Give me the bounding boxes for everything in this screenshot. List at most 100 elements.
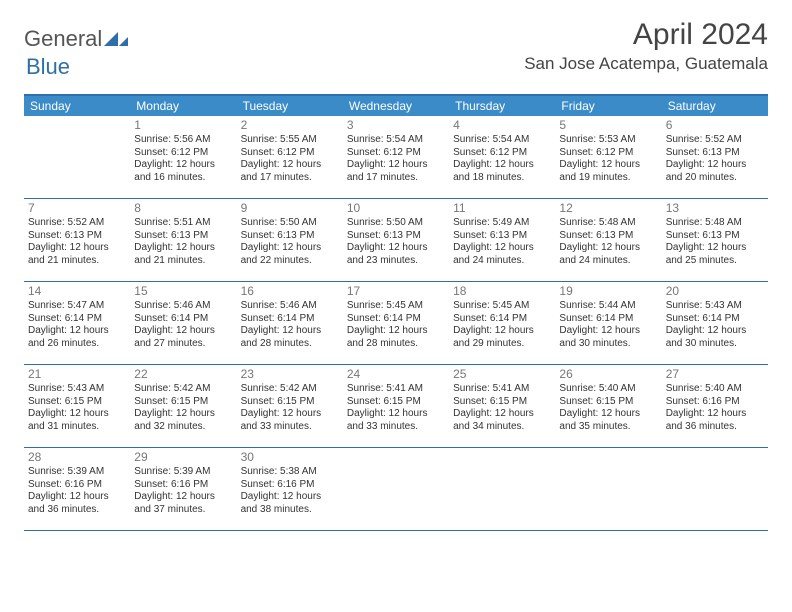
sunset-line: Sunset: 6:13 PM (666, 230, 764, 243)
sunset-line: Sunset: 6:15 PM (241, 396, 339, 409)
daylight-line: Daylight: 12 hours and 32 minutes. (134, 408, 232, 433)
day-number: 22 (134, 367, 232, 382)
day-cell: 11Sunrise: 5:49 AMSunset: 6:13 PMDayligh… (449, 199, 555, 281)
day-cell: 5Sunrise: 5:53 AMSunset: 6:12 PMDaylight… (555, 116, 661, 198)
sunrise-line: Sunrise: 5:49 AM (453, 217, 551, 230)
sunset-line: Sunset: 6:14 PM (666, 313, 764, 326)
day-number: 4 (453, 118, 551, 133)
daylight-line: Daylight: 12 hours and 25 minutes. (666, 242, 764, 267)
day-number: 21 (28, 367, 126, 382)
day-number: 14 (28, 284, 126, 299)
day-number: 1 (134, 118, 232, 133)
daylight-line: Daylight: 12 hours and 34 minutes. (453, 408, 551, 433)
daylight-line: Daylight: 12 hours and 30 minutes. (666, 325, 764, 350)
sunset-line: Sunset: 6:14 PM (134, 313, 232, 326)
day-number: 9 (241, 201, 339, 216)
day-cell: 7Sunrise: 5:52 AMSunset: 6:13 PMDaylight… (24, 199, 130, 281)
sunrise-line: Sunrise: 5:40 AM (666, 383, 764, 396)
sunrise-line: Sunrise: 5:43 AM (28, 383, 126, 396)
day-cell: 13Sunrise: 5:48 AMSunset: 6:13 PMDayligh… (662, 199, 768, 281)
daylight-line: Daylight: 12 hours and 22 minutes. (241, 242, 339, 267)
day-cell (24, 116, 130, 198)
day-number: 28 (28, 450, 126, 465)
daylight-line: Daylight: 12 hours and 27 minutes. (134, 325, 232, 350)
day-cell (449, 448, 555, 530)
day-cell (343, 448, 449, 530)
sunrise-line: Sunrise: 5:51 AM (134, 217, 232, 230)
day-cell: 2Sunrise: 5:55 AMSunset: 6:12 PMDaylight… (237, 116, 343, 198)
sunset-line: Sunset: 6:12 PM (347, 147, 445, 160)
sunset-line: Sunset: 6:13 PM (134, 230, 232, 243)
day-cell: 18Sunrise: 5:45 AMSunset: 6:14 PMDayligh… (449, 282, 555, 364)
sunset-line: Sunset: 6:15 PM (347, 396, 445, 409)
day-number: 17 (347, 284, 445, 299)
day-number: 27 (666, 367, 764, 382)
sunrise-line: Sunrise: 5:45 AM (347, 300, 445, 313)
logo-text-blue: Blue (26, 54, 70, 79)
logo-triangle-icon (104, 30, 128, 48)
day-number: 18 (453, 284, 551, 299)
daylight-line: Daylight: 12 hours and 18 minutes. (453, 159, 551, 184)
day-cell: 21Sunrise: 5:43 AMSunset: 6:15 PMDayligh… (24, 365, 130, 447)
daylight-line: Daylight: 12 hours and 21 minutes. (134, 242, 232, 267)
day-number: 6 (666, 118, 764, 133)
daylight-line: Daylight: 12 hours and 35 minutes. (559, 408, 657, 433)
day-number: 15 (134, 284, 232, 299)
sunset-line: Sunset: 6:14 PM (453, 313, 551, 326)
day-header: Friday (555, 96, 661, 116)
sunset-line: Sunset: 6:14 PM (28, 313, 126, 326)
month-title: April 2024 (524, 18, 768, 52)
day-cell: 20Sunrise: 5:43 AMSunset: 6:14 PMDayligh… (662, 282, 768, 364)
daylight-line: Daylight: 12 hours and 24 minutes. (559, 242, 657, 267)
sunset-line: Sunset: 6:14 PM (241, 313, 339, 326)
day-cell: 27Sunrise: 5:40 AMSunset: 6:16 PMDayligh… (662, 365, 768, 447)
daylight-line: Daylight: 12 hours and 23 minutes. (347, 242, 445, 267)
day-number: 26 (559, 367, 657, 382)
day-cell: 26Sunrise: 5:40 AMSunset: 6:15 PMDayligh… (555, 365, 661, 447)
day-cell: 23Sunrise: 5:42 AMSunset: 6:15 PMDayligh… (237, 365, 343, 447)
day-cell: 17Sunrise: 5:45 AMSunset: 6:14 PMDayligh… (343, 282, 449, 364)
day-header: Sunday (24, 96, 130, 116)
daylight-line: Daylight: 12 hours and 28 minutes. (241, 325, 339, 350)
day-number: 5 (559, 118, 657, 133)
day-number: 3 (347, 118, 445, 133)
logo-text-general: General (24, 26, 102, 52)
sunrise-line: Sunrise: 5:50 AM (241, 217, 339, 230)
daylight-line: Daylight: 12 hours and 21 minutes. (28, 242, 126, 267)
day-number: 8 (134, 201, 232, 216)
day-cell: 24Sunrise: 5:41 AMSunset: 6:15 PMDayligh… (343, 365, 449, 447)
daylight-line: Daylight: 12 hours and 33 minutes. (241, 408, 339, 433)
day-cell: 8Sunrise: 5:51 AMSunset: 6:13 PMDaylight… (130, 199, 236, 281)
sunset-line: Sunset: 6:16 PM (28, 479, 126, 492)
day-number: 23 (241, 367, 339, 382)
sunrise-line: Sunrise: 5:45 AM (453, 300, 551, 313)
sunrise-line: Sunrise: 5:54 AM (453, 134, 551, 147)
sunrise-line: Sunrise: 5:43 AM (666, 300, 764, 313)
day-number: 29 (134, 450, 232, 465)
daylight-line: Daylight: 12 hours and 20 minutes. (666, 159, 764, 184)
sunrise-line: Sunrise: 5:55 AM (241, 134, 339, 147)
sunrise-line: Sunrise: 5:53 AM (559, 134, 657, 147)
sunset-line: Sunset: 6:13 PM (666, 147, 764, 160)
calendar: SundayMondayTuesdayWednesdayThursdayFrid… (24, 94, 768, 531)
daylight-line: Daylight: 12 hours and 26 minutes. (28, 325, 126, 350)
sunset-line: Sunset: 6:15 PM (134, 396, 232, 409)
sunset-line: Sunset: 6:15 PM (453, 396, 551, 409)
day-cell: 19Sunrise: 5:44 AMSunset: 6:14 PMDayligh… (555, 282, 661, 364)
title-block: April 2024 San Jose Acatempa, Guatemala (524, 18, 768, 74)
sunrise-line: Sunrise: 5:44 AM (559, 300, 657, 313)
sunrise-line: Sunrise: 5:52 AM (666, 134, 764, 147)
logo: General (24, 18, 130, 52)
day-cell: 4Sunrise: 5:54 AMSunset: 6:12 PMDaylight… (449, 116, 555, 198)
day-header: Monday (130, 96, 236, 116)
day-header-row: SundayMondayTuesdayWednesdayThursdayFrid… (24, 96, 768, 116)
day-header: Tuesday (237, 96, 343, 116)
sunset-line: Sunset: 6:14 PM (347, 313, 445, 326)
day-cell: 12Sunrise: 5:48 AMSunset: 6:13 PMDayligh… (555, 199, 661, 281)
sunset-line: Sunset: 6:13 PM (28, 230, 126, 243)
sunset-line: Sunset: 6:12 PM (559, 147, 657, 160)
sunrise-line: Sunrise: 5:39 AM (28, 466, 126, 479)
sunset-line: Sunset: 6:16 PM (666, 396, 764, 409)
day-cell: 3Sunrise: 5:54 AMSunset: 6:12 PMDaylight… (343, 116, 449, 198)
day-cell: 30Sunrise: 5:38 AMSunset: 6:16 PMDayligh… (237, 448, 343, 530)
